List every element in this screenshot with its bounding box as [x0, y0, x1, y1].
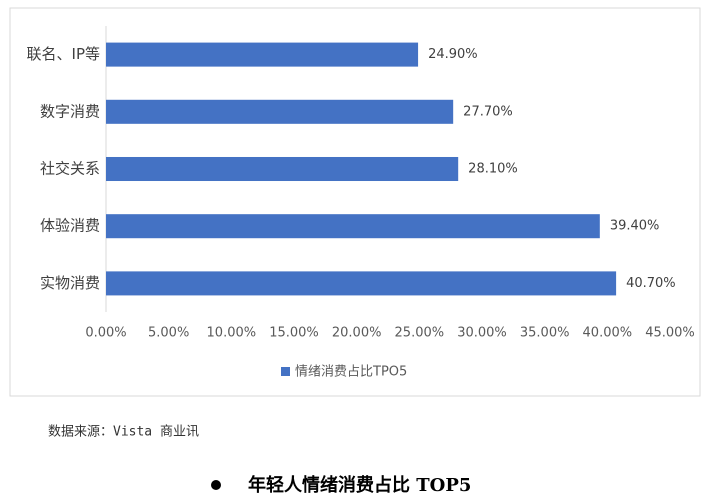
chart-frame [9, 7, 701, 397]
bullet [211, 480, 221, 490]
x-tick-label: 25.00% [395, 326, 445, 341]
data-label: 24.90% [428, 47, 478, 62]
data-label: 28.10% [468, 162, 518, 177]
x-tick-label: 5.00% [148, 326, 189, 341]
legend-label: 情绪消费占比TPO5 [295, 365, 407, 380]
x-tick-label: 35.00% [520, 326, 570, 341]
bar [106, 42, 419, 67]
bar [106, 271, 617, 296]
bar [106, 99, 454, 124]
source-note: 数据来源：Vista 商业讯 [48, 425, 199, 440]
y-tick-label: 社交关系 [40, 160, 100, 178]
x-tick-label: 30.00% [457, 326, 507, 341]
x-tick-label: 45.00% [645, 326, 695, 341]
y-tick-label: 实物消费 [40, 274, 100, 292]
y-tick-label: 数字消费 [40, 102, 100, 120]
data-label: 39.40% [610, 219, 660, 234]
data-label: 40.70% [626, 276, 676, 291]
bar [106, 156, 459, 182]
y-tick-label: 体验消费 [40, 217, 100, 235]
x-tick-label: 40.00% [583, 326, 633, 341]
y-tick-label: 联名、IP等 [27, 45, 100, 63]
x-tick-label: 10.00% [207, 326, 257, 341]
bar [106, 214, 600, 239]
x-tick-label: 20.00% [332, 326, 382, 341]
legend-swatch [281, 367, 290, 376]
x-tick-label: 0.00% [85, 326, 126, 341]
data-label: 27.70% [463, 104, 513, 119]
caption: 年轻人情绪消费占比 TOP5 [248, 474, 471, 496]
x-tick-label: 15.00% [269, 326, 319, 341]
